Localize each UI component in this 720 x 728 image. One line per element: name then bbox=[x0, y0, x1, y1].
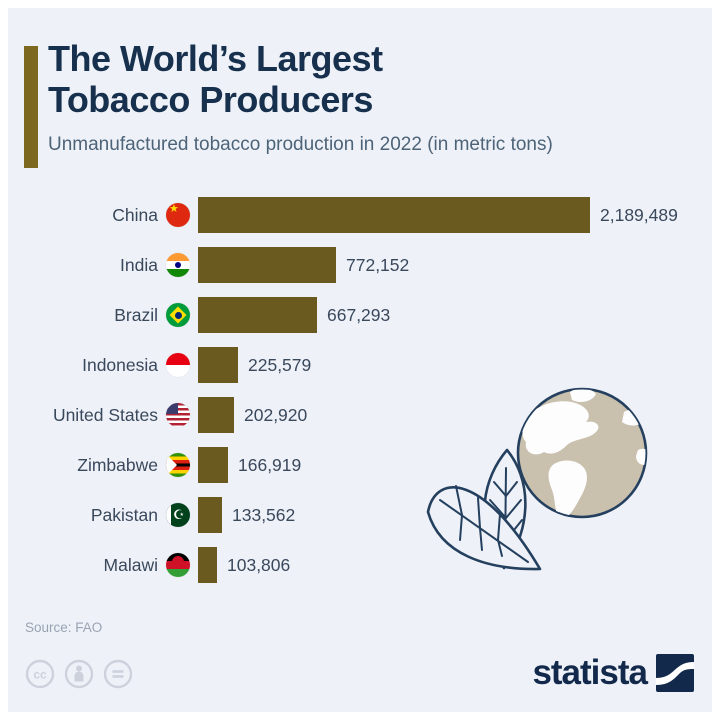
country-label: Indonesia bbox=[82, 354, 158, 375]
country-label: Pakistan bbox=[90, 504, 158, 525]
bar-row-zw: Zimbabwe 166,919 bbox=[24, 440, 702, 490]
value-label: 2,189,489 bbox=[600, 204, 678, 225]
country-label: India bbox=[120, 254, 158, 275]
bar-chart: China 2,189,489 India 772,152 Brazil 667… bbox=[24, 190, 702, 590]
value-label: 225,579 bbox=[248, 354, 312, 375]
country-label: China bbox=[112, 204, 158, 225]
infographic-canvas: The World’s Largest Tobacco Producers Unm… bbox=[8, 8, 712, 712]
flag-icon-mw bbox=[166, 553, 190, 577]
bar bbox=[198, 347, 238, 383]
value-label: 133,562 bbox=[232, 504, 296, 525]
country-label: Brazil bbox=[114, 304, 158, 325]
bar bbox=[198, 397, 234, 433]
value-label: 103,806 bbox=[227, 554, 291, 575]
bar bbox=[198, 497, 222, 533]
bar bbox=[198, 297, 317, 333]
bar-row-id: Indonesia 225,579 bbox=[24, 340, 702, 390]
title-line-1: The World’s Largest bbox=[48, 38, 383, 79]
flag-icon-us bbox=[166, 403, 190, 427]
flag-icon-cn bbox=[166, 203, 190, 227]
title-accent-bar bbox=[24, 46, 38, 168]
flag-icon-in bbox=[166, 253, 190, 277]
bar-row-pk: Pakistan 133,562 bbox=[24, 490, 702, 540]
flag-icon-br bbox=[166, 303, 190, 327]
license-icons: cc bbox=[24, 658, 134, 690]
country-label: Zimbabwe bbox=[77, 454, 158, 475]
bar bbox=[198, 547, 217, 583]
statista-logo: statista bbox=[532, 654, 694, 692]
country-label: United States bbox=[52, 404, 158, 425]
value-label: 772,152 bbox=[346, 254, 410, 275]
bar bbox=[198, 197, 590, 233]
globe-icon bbox=[516, 387, 648, 519]
flag-icon-id bbox=[166, 353, 190, 377]
statista-logo-icon bbox=[656, 654, 694, 692]
country-label: Malawi bbox=[103, 554, 158, 575]
flag-icon-zw bbox=[166, 453, 190, 477]
flag-icon-pk bbox=[166, 503, 190, 527]
globe-and-tobacco-leaves-illustration bbox=[426, 387, 648, 571]
no-derivatives-equals-icon bbox=[103, 659, 133, 689]
bar-row-in: India 772,152 bbox=[24, 240, 702, 290]
bar bbox=[198, 247, 336, 283]
header: The World’s Largest Tobacco Producers Unm… bbox=[48, 38, 692, 157]
value-label: 667,293 bbox=[327, 304, 391, 325]
bar-row-mw: Malawi 103,806 bbox=[24, 540, 702, 590]
svg-text:cc: cc bbox=[33, 668, 47, 682]
title-line-2: Tobacco Producers bbox=[48, 79, 373, 120]
bar bbox=[198, 447, 228, 483]
chart-subtitle: Unmanufactured tobacco production in 202… bbox=[48, 134, 553, 155]
cc-icon: cc bbox=[25, 659, 55, 689]
attribution-person-icon bbox=[64, 659, 94, 689]
statista-wordmark: statista bbox=[532, 653, 648, 692]
value-label: 166,919 bbox=[238, 454, 302, 475]
bar-row-br: Brazil 667,293 bbox=[24, 290, 702, 340]
tobacco-leaves-icon bbox=[426, 448, 542, 571]
page-title: The World’s Largest Tobacco Producers bbox=[48, 38, 692, 120]
bar-row-us: United States 202,920 bbox=[24, 390, 702, 440]
source-text: Source: FAO bbox=[25, 620, 103, 635]
bar-row-cn: China 2,189,489 bbox=[24, 190, 702, 240]
value-label: 202,920 bbox=[244, 404, 308, 425]
